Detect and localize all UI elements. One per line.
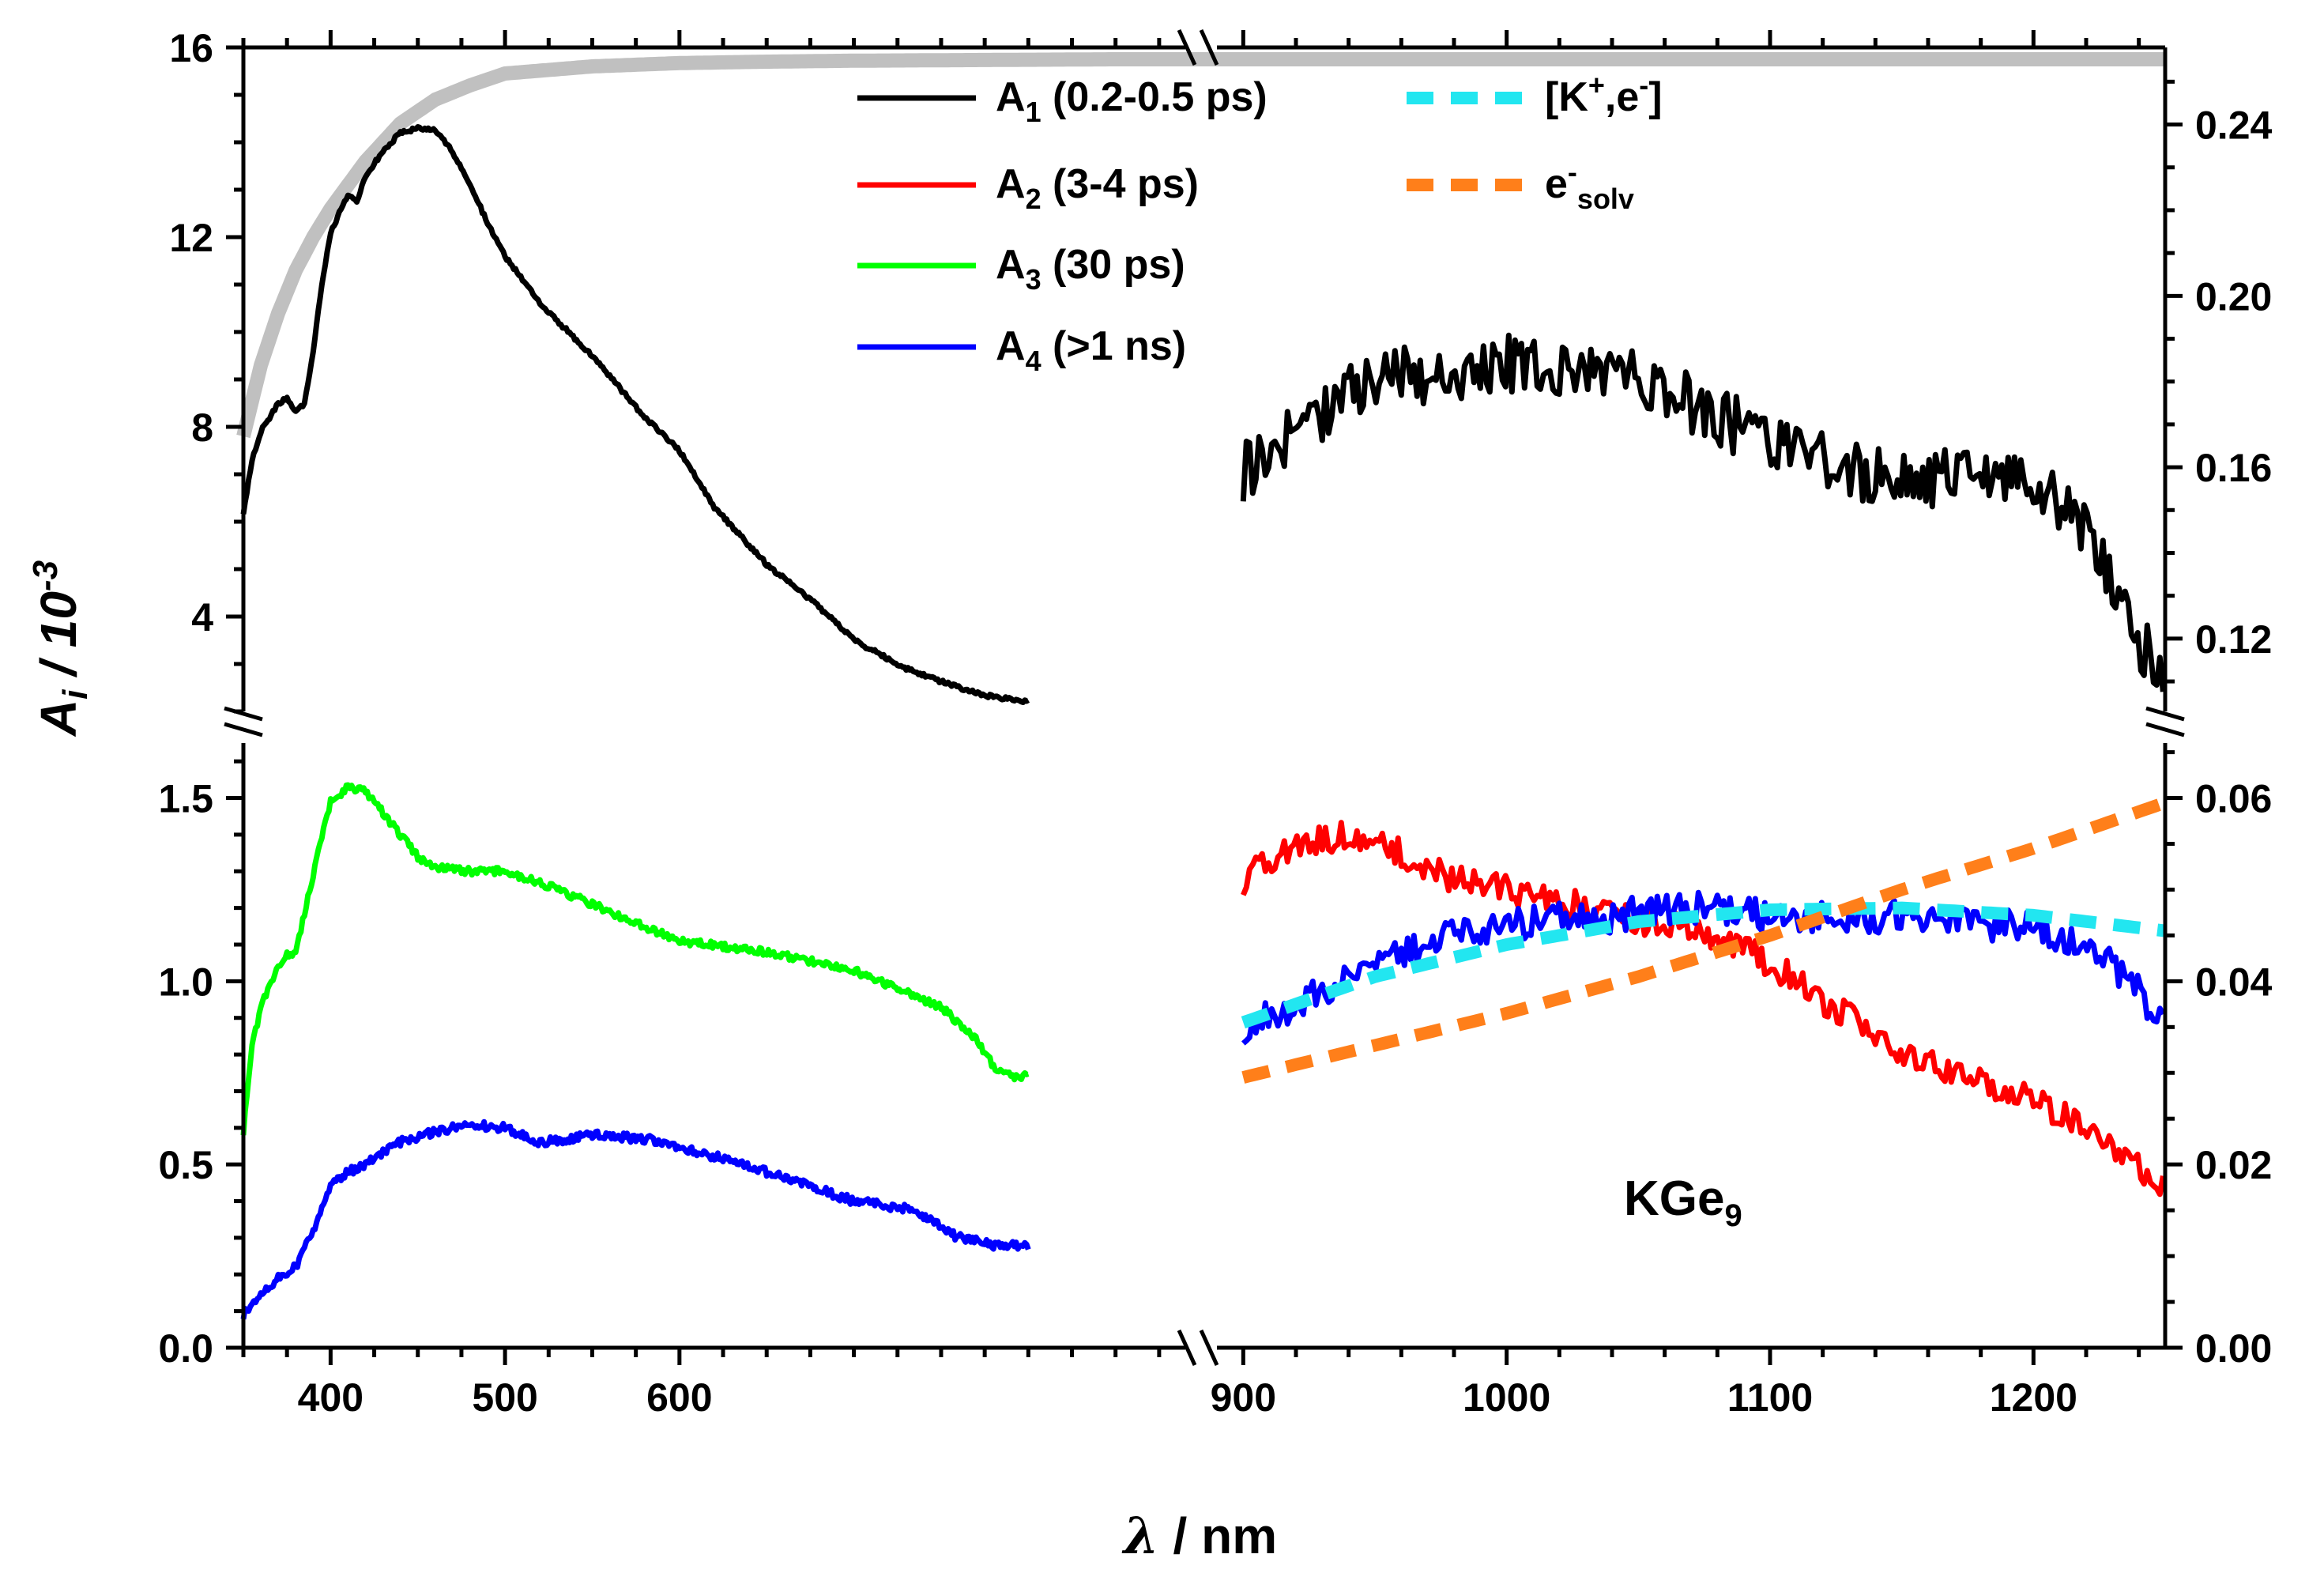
y-left-tick-label: 4 [191, 595, 213, 639]
y-left-tick-label: 16 [169, 26, 213, 70]
legend: A1 (0.2-0.5 ps) A2 (3-4 ps) A3 (30 ps) A4 (… [857, 69, 1663, 377]
series-line-7 [1241, 889, 2166, 1046]
x-tick-label: 1200 [1990, 1375, 2077, 1420]
series-line-2 [240, 124, 1030, 705]
legend-entry-esolv: e-solv [1407, 156, 1634, 215]
series-line-5 [240, 1118, 1031, 1320]
legend-entry-A4: A4 (>1 ns) [857, 323, 1186, 377]
y-left-tick-label: 8 [191, 406, 213, 450]
y-left-tick-label: 0.5 [158, 1143, 213, 1187]
y-left-tick-label: 0.0 [158, 1326, 213, 1371]
x-tick-label: 900 [1211, 1375, 1276, 1420]
series-line-9 [1241, 796, 2168, 1084]
x-tick-label: 500 [472, 1375, 537, 1420]
y-left-tick-label: 12 [169, 216, 213, 260]
legend-entry-A1: A1 (0.2-0.5 ps) [857, 74, 1267, 128]
legend-label: A2 (3-4 ps) [996, 161, 1199, 215]
y-right-tick-label: 0.02 [2195, 1143, 2272, 1187]
x-axis-label: λ / nm [1121, 1507, 1277, 1566]
ticks: 400 500 600 900 1000 1100 1200 4 8 12 16 0.0 0.5 1.0 1… [158, 26, 2272, 1420]
series-line-4 [240, 782, 1030, 1136]
legend-label: A4 (>1 ns) [996, 323, 1186, 377]
legend-label: A1 (0.2-0.5 ps) [996, 74, 1267, 128]
x-tick-label: 400 [298, 1375, 363, 1420]
plot-lines [236, 52, 2168, 1320]
axis-break-top [1177, 28, 1219, 66]
x-tick-label: 600 [646, 1375, 712, 1420]
legend-label: [K+,e-] [1545, 69, 1663, 120]
y-right-tick-label: 0.20 [2195, 274, 2272, 319]
axis-break-left [224, 706, 263, 737]
legend-label: A3 (30 ps) [996, 242, 1185, 296]
y-right-tick-label: 0.04 [2195, 960, 2273, 1004]
sample-annotation: KGe9 [1624, 1171, 1742, 1233]
y-right-tick-label: 0.06 [2195, 777, 2272, 821]
x-tick-label: 1100 [1727, 1375, 1813, 1420]
y-right-tick-label: 0.16 [2195, 446, 2272, 490]
y-axis-label: Ai / 10-3 [26, 560, 95, 737]
y-left-tick-label: 1.5 [158, 777, 213, 821]
legend-entry-A3: A3 (30 ps) [857, 242, 1185, 296]
y-right-tick-label: 0.24 [2195, 104, 2273, 148]
series-line-3 [1240, 332, 2166, 692]
y-left-tick-label: 1.0 [158, 960, 213, 1004]
x-tick-label: 1000 [1463, 1375, 1550, 1420]
axis-break-bottom [1177, 1329, 1219, 1367]
series-line-1 [236, 52, 2168, 439]
legend-entry-Ke: [K+,e-] [1407, 69, 1663, 120]
y-right-tick-label: 0.12 [2195, 617, 2272, 662]
y-right-tick-label: 0.00 [2195, 1326, 2272, 1371]
legend-entry-A2: A2 (3-4 ps) [857, 161, 1199, 215]
axis-break-right [2145, 706, 2185, 737]
series-line-6 [1241, 820, 2166, 1198]
legend-label: e-solv [1545, 156, 1634, 215]
